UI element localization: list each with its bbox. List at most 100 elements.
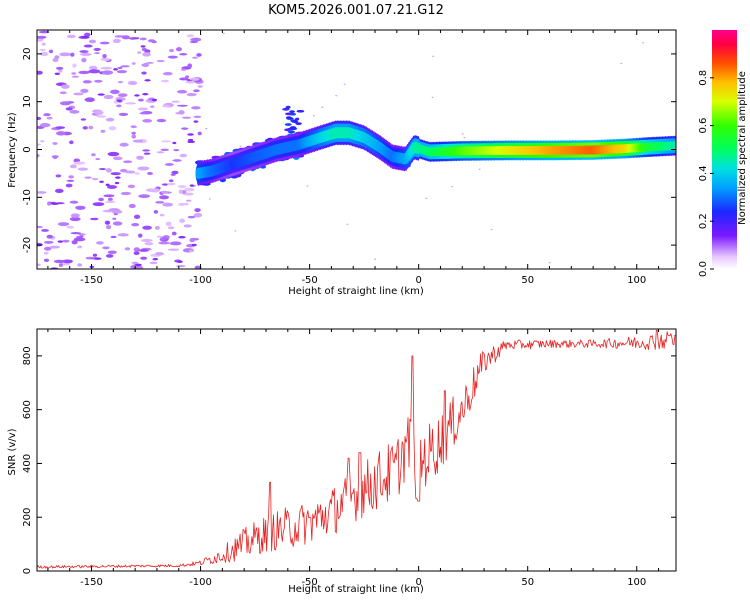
noise-speckle <box>431 96 434 99</box>
noise-speckle <box>55 66 64 70</box>
snr-ytick-label: 0 <box>22 568 33 574</box>
noise-speckle <box>144 241 154 246</box>
spectrogram-ytick-label: -20 <box>22 237 33 253</box>
noise-speckle <box>131 261 139 264</box>
noise-speckle <box>43 113 51 117</box>
noise-speckle <box>117 93 128 98</box>
noise-speckle <box>179 53 188 56</box>
noise-speckle <box>189 77 200 81</box>
noise-speckle <box>99 41 110 45</box>
noise-speckle <box>88 39 97 44</box>
noise-speckle <box>105 224 112 230</box>
noise-speckle <box>53 155 58 160</box>
ridge-blob <box>291 119 297 123</box>
colorbar-gradient <box>712 30 737 269</box>
noise-speckle <box>41 229 49 232</box>
noise-speckle <box>141 63 150 67</box>
noise-speckle <box>73 237 86 242</box>
noise-speckle <box>59 101 72 106</box>
noise-speckle <box>180 68 187 71</box>
noise-speckle <box>120 65 130 68</box>
noise-speckle <box>181 116 192 119</box>
ridge-blob <box>285 105 291 109</box>
noise-speckle <box>188 138 194 142</box>
noise-speckle <box>88 65 98 70</box>
noise-speckle <box>175 47 182 52</box>
noise-speckle <box>153 209 159 214</box>
noise-speckle <box>56 131 66 136</box>
noise-speckle <box>130 82 137 85</box>
noise-speckle <box>139 37 147 41</box>
noise-speckle <box>136 155 144 160</box>
noise-speckle <box>146 61 154 64</box>
noise-speckle <box>116 99 122 102</box>
ridge-blob <box>296 109 305 113</box>
noise-speckle <box>490 228 493 231</box>
spectrogram-ytick-label: 0 <box>22 146 33 152</box>
noise-speckle <box>463 136 466 139</box>
noise-speckle <box>88 69 101 74</box>
noise-speckle <box>343 83 346 86</box>
noise-speckle <box>93 79 103 83</box>
colorbar: 0.0 0.2 0.4 0.6 0.8 Normalized spectral ampl… <box>698 30 748 277</box>
noise-speckle <box>146 172 154 175</box>
noise-speckle <box>137 265 144 269</box>
noise-speckle <box>103 94 114 100</box>
noise-speckle <box>139 112 149 115</box>
noise-speckle <box>68 175 74 179</box>
noise-speckle <box>66 225 75 229</box>
noise-speckle <box>142 93 149 96</box>
noise-speckle <box>162 71 173 76</box>
noise-speckle <box>84 32 91 37</box>
noise-speckle <box>51 202 59 205</box>
noise-speckle <box>59 52 71 57</box>
noise-speckle <box>142 149 150 152</box>
spectrogram-ylabel: Frequency (Hz) <box>7 112 18 188</box>
noise-speckle <box>61 84 70 89</box>
noise-speckle <box>133 214 141 219</box>
ridge-cell <box>671 141 676 151</box>
noise-speckle <box>179 77 189 81</box>
noise-speckle <box>168 179 174 183</box>
noise-speckle <box>55 174 62 178</box>
noise-speckle <box>171 170 179 175</box>
spectrogram-xtick-label: -50 <box>301 275 317 286</box>
snr-xtick-label: -100 <box>189 577 212 588</box>
snr-xtick-label: 0 <box>415 577 421 588</box>
noise-speckle <box>234 230 237 232</box>
snr-panel: -150 -100 -50 0 50 100 0 200 400 600 800 SNR (v/v)… <box>7 328 677 595</box>
noise-speckle <box>88 125 94 130</box>
noise-speckle <box>37 116 42 121</box>
noise-speckle <box>54 72 60 76</box>
ridge-blob <box>286 116 292 120</box>
noise-speckle <box>37 263 41 267</box>
noise-speckle <box>188 249 195 253</box>
noise-speckle <box>178 189 183 194</box>
noise-speckle <box>100 129 106 133</box>
snr-frame <box>36 328 677 572</box>
noise-speckle <box>548 262 551 264</box>
noise-speckle <box>55 126 66 129</box>
noise-speckle <box>70 231 82 235</box>
snr-xtick-label: 50 <box>521 577 534 588</box>
noise-speckle <box>65 183 73 188</box>
noise-speckle <box>100 66 113 70</box>
noise-speckle <box>134 94 140 97</box>
noise-speckle <box>124 247 131 251</box>
noise-speckle <box>197 85 203 88</box>
ridge-blob <box>282 107 290 111</box>
noise-speckle <box>451 185 454 188</box>
noise-speckle <box>178 110 185 115</box>
noise-speckle <box>79 52 92 56</box>
noise-speckle <box>107 250 117 255</box>
noise-speckle <box>186 199 192 202</box>
noise-speckle <box>346 223 349 225</box>
noise-speckle <box>137 107 149 111</box>
noise-speckle <box>82 80 92 84</box>
noise-speckle <box>193 89 200 93</box>
noise-speckle <box>159 213 165 217</box>
noise-speckle <box>150 105 155 108</box>
colorbar-tick-label: 0.8 <box>698 70 709 86</box>
